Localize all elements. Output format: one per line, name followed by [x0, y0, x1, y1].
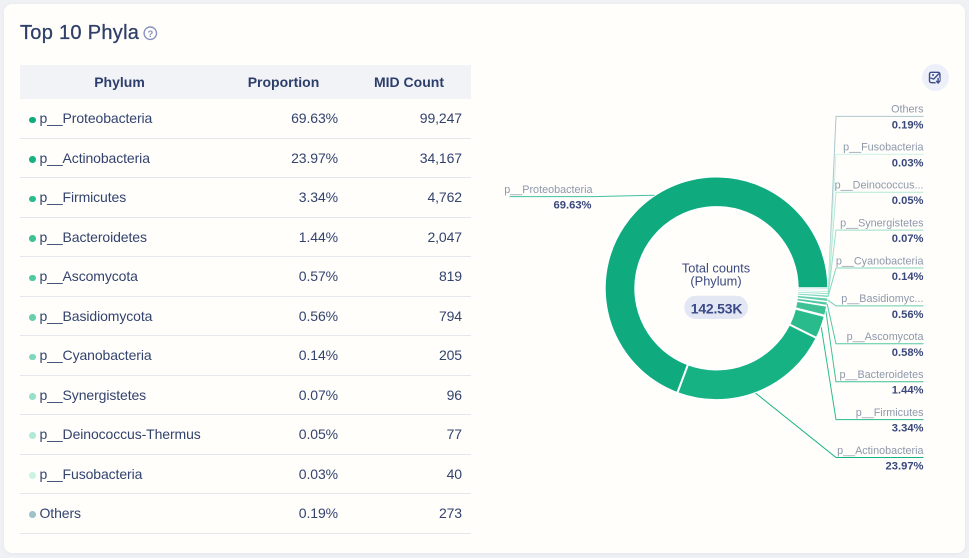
svg-text:?: ? [147, 29, 153, 40]
